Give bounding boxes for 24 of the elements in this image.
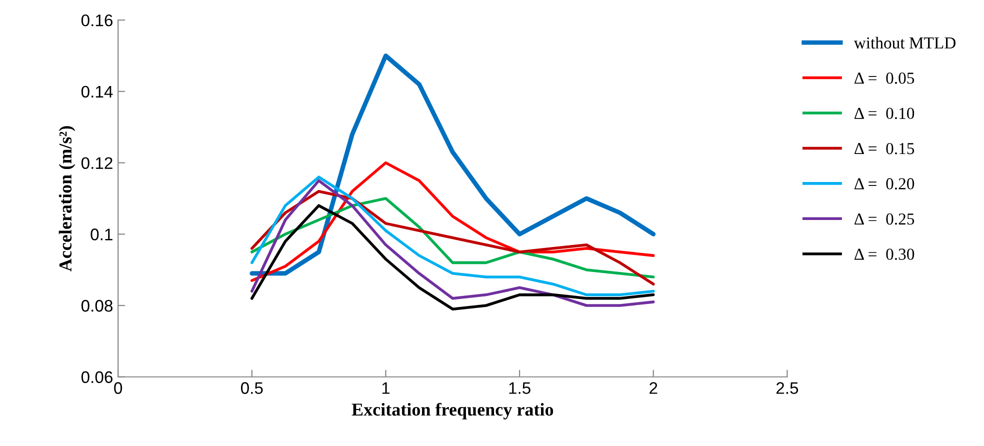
- legend-label: Δ = 0.25: [854, 213, 914, 225]
- x-tick-label: 1: [382, 382, 390, 394]
- y-tick-label: 0.06: [81, 371, 112, 384]
- legend-label: Δ = 0.15: [854, 142, 914, 154]
- legend-label: Δ = 0.10: [854, 108, 914, 120]
- line-series: [250, 204, 655, 310]
- y-tick-label: 0.08: [81, 300, 112, 312]
- legend-label: Δ = 0.05: [854, 72, 914, 84]
- x-tick-label: 0.5: [240, 382, 263, 394]
- x-tick-label: 0: [114, 382, 122, 394]
- line-series: [250, 54, 656, 276]
- y-tick-label: 0.1: [90, 228, 112, 240]
- x-tick-label: 2: [650, 382, 658, 394]
- y-tick-label: 0.14: [81, 86, 113, 98]
- legend-label: Δ = 0.30: [854, 248, 914, 260]
- x-tick-label: 2.5: [776, 382, 798, 394]
- y-axis-title: Acceleration (m/s²): [58, 126, 76, 272]
- x-axis-title: Excitation frequency ratio: [352, 402, 554, 420]
- x-tick-label: 1.5: [509, 382, 530, 394]
- y-tick-label: 0.12: [81, 157, 112, 169]
- legend-label: without MTLD: [854, 36, 956, 49]
- y-tick-label: 0.16: [81, 14, 112, 26]
- line-series: [250, 190, 655, 286]
- legend-label: Δ = 0.20: [854, 178, 914, 190]
